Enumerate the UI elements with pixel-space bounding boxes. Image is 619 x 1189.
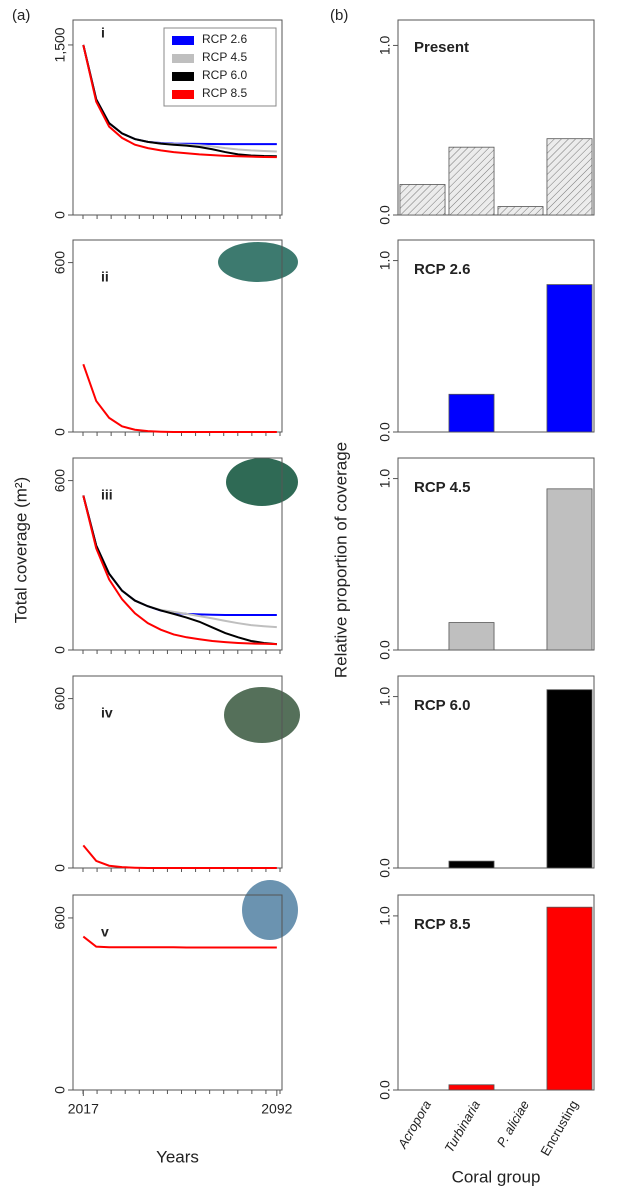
panel-label: (a) xyxy=(12,7,30,24)
panel-numeral: iv xyxy=(101,705,113,721)
y-tick-label: 0.0 xyxy=(377,858,393,878)
y-tick-label: 1.0 xyxy=(377,469,393,489)
y-tick-label: 1,500 xyxy=(52,27,68,62)
x-tick-label: Acropora xyxy=(394,1098,434,1152)
bar xyxy=(448,1084,495,1091)
x-axis-label: Years xyxy=(156,1147,199,1166)
y-axis-label: Relative proportion of coverage xyxy=(331,442,350,678)
y-tick-label: 0 xyxy=(52,428,68,436)
y-tick-label: 1.0 xyxy=(377,906,393,926)
y-tick-label: 0 xyxy=(52,864,68,872)
coral-image xyxy=(242,880,298,940)
bar xyxy=(546,284,593,433)
bar xyxy=(399,184,446,216)
series-line xyxy=(82,844,277,869)
y-tick-label: 0.0 xyxy=(377,205,393,225)
plot-frame xyxy=(72,19,283,216)
series-line xyxy=(82,495,277,629)
y-tick-label: 600 xyxy=(52,687,68,711)
legend-label: RCP 8.5 xyxy=(202,86,247,100)
x-tick-label: Turbinaria xyxy=(441,1098,483,1155)
panel-title: Present xyxy=(414,39,469,56)
coral-image xyxy=(226,458,298,506)
panel-numeral: v xyxy=(101,924,109,940)
legend-label: RCP 2.6 xyxy=(202,32,247,46)
y-tick-label: 0 xyxy=(52,646,68,654)
y-tick-label: 600 xyxy=(52,251,68,275)
plot-frame xyxy=(397,675,595,869)
panel-label: (b) xyxy=(330,7,348,24)
y-tick-label: 1.0 xyxy=(377,35,393,55)
series-line xyxy=(82,44,277,159)
plot-frame xyxy=(397,239,595,433)
bar xyxy=(448,393,495,433)
bar xyxy=(497,206,544,216)
bar xyxy=(448,622,495,651)
coral-image xyxy=(218,242,298,282)
legend-label: RCP 6.0 xyxy=(202,68,247,82)
legend-swatch xyxy=(172,90,194,99)
series-line xyxy=(82,44,277,158)
panel-numeral: i xyxy=(101,25,105,41)
x-axis-label: Coral group xyxy=(452,1167,541,1186)
legend-swatch xyxy=(172,72,194,81)
panel-numeral: ii xyxy=(101,269,109,285)
plot-frame xyxy=(397,457,595,651)
legend-swatch xyxy=(172,54,194,63)
x-tick-label: P. aliciae xyxy=(494,1098,533,1150)
series-line xyxy=(82,935,277,949)
y-tick-label: 0 xyxy=(52,1086,68,1094)
coral-image xyxy=(224,687,300,743)
plot-frame xyxy=(397,19,595,216)
x-tick-label: 2092 xyxy=(261,1101,292,1117)
y-tick-label: 1.0 xyxy=(377,687,393,707)
panel-numeral: iii xyxy=(101,487,113,503)
plot-frame xyxy=(72,894,283,1091)
y-axis-label: Total coverage (m²) xyxy=(11,477,30,623)
panel-title: RCP 6.0 xyxy=(414,697,470,714)
y-tick-label: 600 xyxy=(52,469,68,493)
bar xyxy=(448,146,495,216)
panel-title: RCP 2.6 xyxy=(414,261,470,278)
series-line xyxy=(82,495,277,646)
series-line xyxy=(82,495,277,646)
plot-frame xyxy=(397,894,595,1091)
series-line xyxy=(82,495,277,616)
bar xyxy=(448,860,495,869)
x-tick-label: Encrusting xyxy=(537,1098,581,1159)
x-tick-label: 2017 xyxy=(68,1101,99,1117)
bar xyxy=(546,488,593,651)
y-tick-label: 600 xyxy=(52,906,68,930)
bar xyxy=(546,138,593,216)
bar xyxy=(546,689,593,869)
series-line xyxy=(82,363,277,433)
legend-swatch xyxy=(172,36,194,45)
y-tick-label: 1.0 xyxy=(377,251,393,271)
y-tick-label: 0.0 xyxy=(377,422,393,442)
panel-title: RCP 4.5 xyxy=(414,479,470,496)
bar xyxy=(546,906,593,1091)
legend-label: RCP 4.5 xyxy=(202,50,247,64)
panel-title: RCP 8.5 xyxy=(414,916,470,933)
y-tick-label: 0.0 xyxy=(377,1080,393,1100)
y-tick-label: 0 xyxy=(52,211,68,219)
y-tick-label: 0.0 xyxy=(377,640,393,660)
plot-frame xyxy=(72,457,283,651)
